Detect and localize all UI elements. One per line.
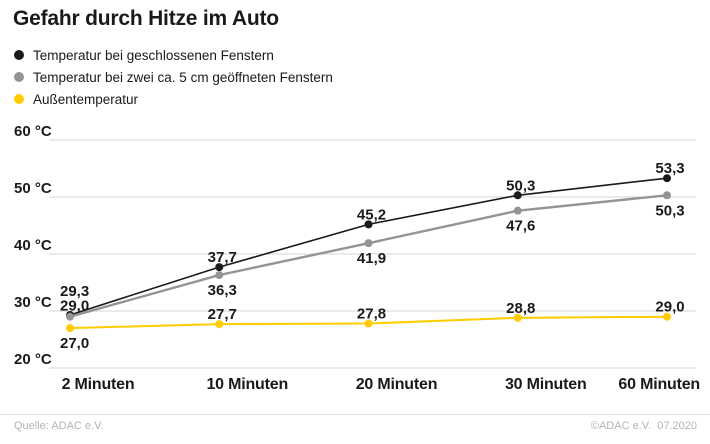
data-point [364,239,373,248]
legend-item-outside-temperature: Außentemperatur [14,88,333,110]
legend-label: Temperatur bei geschlossenen Fenstern [33,47,274,63]
value-label: 50,3 [655,202,684,219]
chart-canvas: 60 °C 50 °C 40 °C 30 °C 20 °C 2 Minuten 10 Min… [14,123,700,393]
y-axis-tick-label: 30 °C [14,294,52,311]
value-label: 47,6 [506,218,535,235]
y-axis-tick-label: 20 °C [14,351,52,368]
copyright-text: ©ADAC e.V. 07.2020 [590,420,697,432]
y-axis-tick-label: 50 °C [14,180,52,197]
legend-dot-closed-windows-icon [14,50,24,60]
value-label: 28,8 [506,300,535,317]
x-axis-tick-label: 10 Minuten [206,376,288,393]
y-axis-tick-label: 60 °C [14,123,52,140]
data-point [215,263,224,272]
legend-dot-outside-temperature-icon [14,94,24,104]
value-label: 41,9 [357,250,386,267]
value-label: 37,7 [208,249,237,266]
data-point [513,191,522,200]
data-point [364,220,373,229]
x-axis-tick-label: 30 Minuten [505,376,587,393]
legend-label: Temperatur bei zwei ca. 5 cm geöffneten … [33,69,333,85]
value-label: 53,3 [655,160,684,177]
value-label: 27,8 [357,306,386,323]
source-text: Quelle: ADAC e.V. [14,420,104,432]
footer-divider [0,414,710,415]
x-axis-tick-label: 20 Minuten [356,376,438,393]
x-axis-tick-label: 60 Minuten [618,376,700,393]
data-point [66,324,74,333]
data-point [364,319,373,328]
legend-label: Außentemperatur [33,91,139,107]
legend-item-closed-windows: Temperatur bei geschlossenen Fenstern [14,44,333,66]
data-point [513,313,522,322]
data-point [663,174,671,183]
legend-dot-open-windows-icon [14,72,24,82]
data-point [215,271,224,280]
value-label: 27,0 [60,335,89,352]
value-label: 29,0 [655,299,684,316]
legend: Temperatur bei geschlossenen Fenstern Te… [14,44,333,110]
y-axis-tick-label: 40 °C [14,237,52,254]
data-point [66,312,74,321]
data-point [513,206,522,215]
value-label: 36,3 [208,282,237,299]
value-label: 27,7 [208,306,237,323]
value-label: 29,0 [60,298,89,315]
value-label: 29,3 [60,283,89,300]
value-label: 50,3 [506,177,535,194]
data-point [215,320,224,329]
temperature-line-chart: 60 °C 50 °C 40 °C 30 °C 20 °C 2 Minuten 10 Min… [0,105,710,405]
x-axis-tick-label: 2 Minuten [62,376,135,393]
value-label: 45,2 [357,206,386,223]
data-point [663,312,671,321]
data-point [663,191,671,200]
page-title: Gefahr durch Hitze im Auto [13,7,279,30]
legend-item-open-windows: Temperatur bei zwei ca. 5 cm geöffneten … [14,66,333,88]
